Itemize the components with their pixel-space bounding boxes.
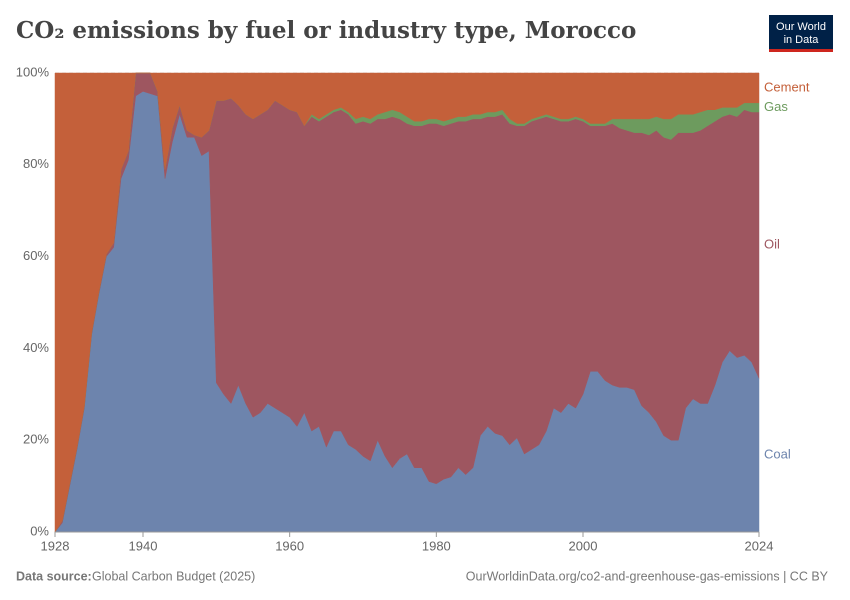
- legend-label: Cement: [764, 79, 810, 94]
- x-tick-label: 1960: [275, 538, 304, 553]
- url: OurWorldinData.org/co2-and-greenhouse-ga…: [466, 569, 829, 583]
- y-tick-label: 0%: [30, 523, 49, 538]
- legend-label: Coal: [764, 447, 791, 462]
- source: Global Carbon Budget (2025): [92, 569, 255, 583]
- chart-title: CO₂ emissions by fuel or industry type, …: [16, 17, 636, 44]
- x-tick-label: 1940: [129, 538, 158, 553]
- y-tick-label: 60%: [23, 248, 49, 263]
- x-tick-label: 2024: [745, 538, 774, 553]
- legend-label: Gas: [764, 99, 788, 114]
- x-tick-label: 2000: [569, 538, 598, 553]
- x-tick-label: 1980: [422, 538, 451, 553]
- legend-label: Oil: [764, 237, 780, 252]
- y-tick-label: 20%: [23, 432, 49, 447]
- logo-text: in Data: [784, 34, 820, 46]
- logo-bar: [769, 49, 833, 52]
- area: [54, 72, 760, 533]
- x-tick-label: 1928: [41, 538, 70, 553]
- logo-text: Our World: [776, 21, 826, 33]
- source-label: Data source:: [16, 569, 92, 583]
- y-tick-label: 40%: [23, 340, 49, 355]
- logo: [769, 15, 833, 52]
- y-tick-label: 80%: [23, 156, 49, 171]
- y-tick-label: 100%: [16, 64, 50, 79]
